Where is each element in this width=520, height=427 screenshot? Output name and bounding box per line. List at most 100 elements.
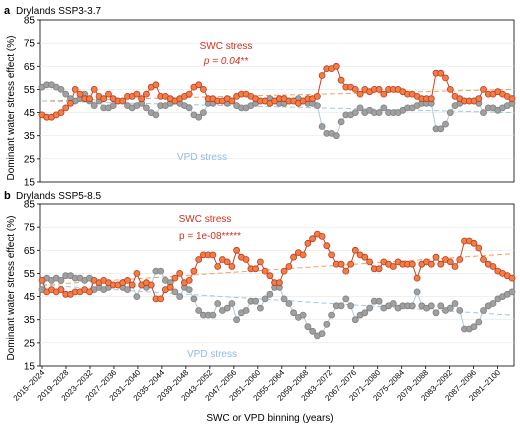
vpd-point — [347, 302, 355, 310]
panel-a-y-ticks: 15 25 35 45 55 65 75 85 — [24, 16, 40, 189]
vpd-point — [389, 300, 397, 307]
swc-point — [228, 97, 236, 105]
vpd-point — [290, 309, 298, 317]
swc-point — [105, 90, 112, 98]
vpd-point — [109, 102, 117, 109]
swc-point — [67, 99, 74, 107]
panel-a-title: Drylands SSP3-3.7 — [16, 6, 101, 17]
swc-point — [86, 95, 93, 103]
swc-point — [432, 253, 440, 261]
swc-point — [100, 95, 108, 103]
swc-point — [470, 239, 478, 247]
swc-point — [351, 86, 359, 93]
swc-point — [475, 95, 483, 103]
swc-point — [437, 260, 445, 268]
panel-a-y-axis-label: Dominant water stress effect (%) — [6, 36, 17, 181]
swc-point — [152, 81, 160, 89]
vpd-point — [480, 109, 487, 116]
swc-point — [366, 258, 374, 266]
swc-point — [190, 267, 198, 275]
panel-b-letter: b — [4, 190, 11, 202]
vpd-point — [185, 104, 193, 112]
y-tick-label: 25 — [24, 154, 36, 165]
swc-point — [451, 263, 459, 270]
vpd-point — [351, 109, 359, 116]
vpd-point — [475, 318, 483, 326]
swc-point — [456, 256, 464, 263]
swc-point — [275, 279, 283, 287]
swc-point — [442, 74, 449, 82]
vpd-point — [323, 320, 331, 328]
vpd-point — [233, 316, 241, 324]
vpd-point — [152, 111, 160, 119]
vpd-point — [214, 300, 222, 307]
vpd-point — [157, 267, 165, 275]
y-tick-label: 55 — [24, 269, 36, 280]
swc-point — [71, 86, 79, 93]
y-tick-label: 15 — [24, 362, 36, 373]
panel-b-swc-label: SWC stress — [179, 214, 232, 225]
vpd-point — [124, 286, 131, 294]
swc-point — [195, 256, 203, 263]
vpd-point — [451, 300, 459, 307]
vpd-point — [209, 311, 217, 319]
vpd-point — [171, 288, 179, 296]
vpd-point — [508, 288, 516, 296]
swc-point — [266, 272, 274, 280]
swc-point — [147, 281, 155, 289]
swc-point — [138, 95, 146, 103]
vpd-point — [266, 290, 274, 298]
vpd-point — [242, 307, 250, 314]
swc-point — [380, 90, 388, 98]
swc-point — [309, 235, 317, 243]
vpd-point — [337, 302, 345, 310]
panel-b-vpd-points — [38, 267, 516, 340]
swc-point — [256, 258, 264, 266]
swc-point — [233, 246, 241, 254]
vpd-point — [261, 295, 269, 303]
y-tick-label: 75 — [24, 39, 36, 50]
swc-point — [76, 90, 84, 98]
swc-point — [328, 251, 336, 259]
swc-point — [347, 260, 355, 268]
swc-point — [124, 276, 131, 284]
panel-b-gridlines — [40, 226, 514, 344]
panel-b-title: Drylands SSP5-8.5 — [16, 191, 101, 202]
vpd-point — [309, 327, 317, 335]
panel-a-swc-label: SWC stress — [200, 41, 253, 52]
vpd-point — [408, 302, 416, 310]
vpd-point — [380, 104, 388, 112]
swc-point — [119, 97, 127, 105]
vpd-point — [313, 102, 321, 109]
swc-point — [62, 104, 70, 112]
swc-point — [318, 232, 326, 240]
vpd-point — [256, 304, 264, 312]
panel-a: a Drylands SSP3-3.7 15 25 35 45 55 65 75 85 SWC… — [4, 5, 516, 189]
swc-point — [299, 251, 307, 259]
vpd-point — [142, 104, 150, 112]
x-axis-label: SWC or VPD binning (years) — [206, 413, 333, 424]
panel-b-x-ticks: 2015–20242019–20282023–20322027–20362031… — [12, 366, 502, 403]
swc-point — [195, 81, 203, 89]
vpd-point — [90, 102, 98, 109]
vpd-point — [185, 286, 193, 294]
swc-point — [242, 256, 250, 263]
vpd-point — [432, 309, 440, 317]
swc-point — [252, 265, 260, 273]
swc-point — [228, 263, 236, 270]
swc-point — [480, 86, 487, 93]
vpd-point — [342, 295, 350, 303]
swc-point — [427, 95, 435, 103]
panel-b-y-axis-label: Dominant water stress effect (%) — [6, 216, 17, 361]
vpd-point — [456, 307, 464, 314]
vpd-point — [318, 330, 326, 338]
swc-point — [57, 286, 65, 294]
vpd-point — [299, 311, 307, 319]
vpd-point — [375, 109, 383, 116]
swc-point — [337, 76, 345, 84]
vpd-point — [57, 276, 65, 284]
vpd-point — [366, 304, 374, 312]
swc-point — [223, 258, 231, 266]
vpd-point — [304, 323, 312, 331]
swc-point — [214, 263, 222, 270]
